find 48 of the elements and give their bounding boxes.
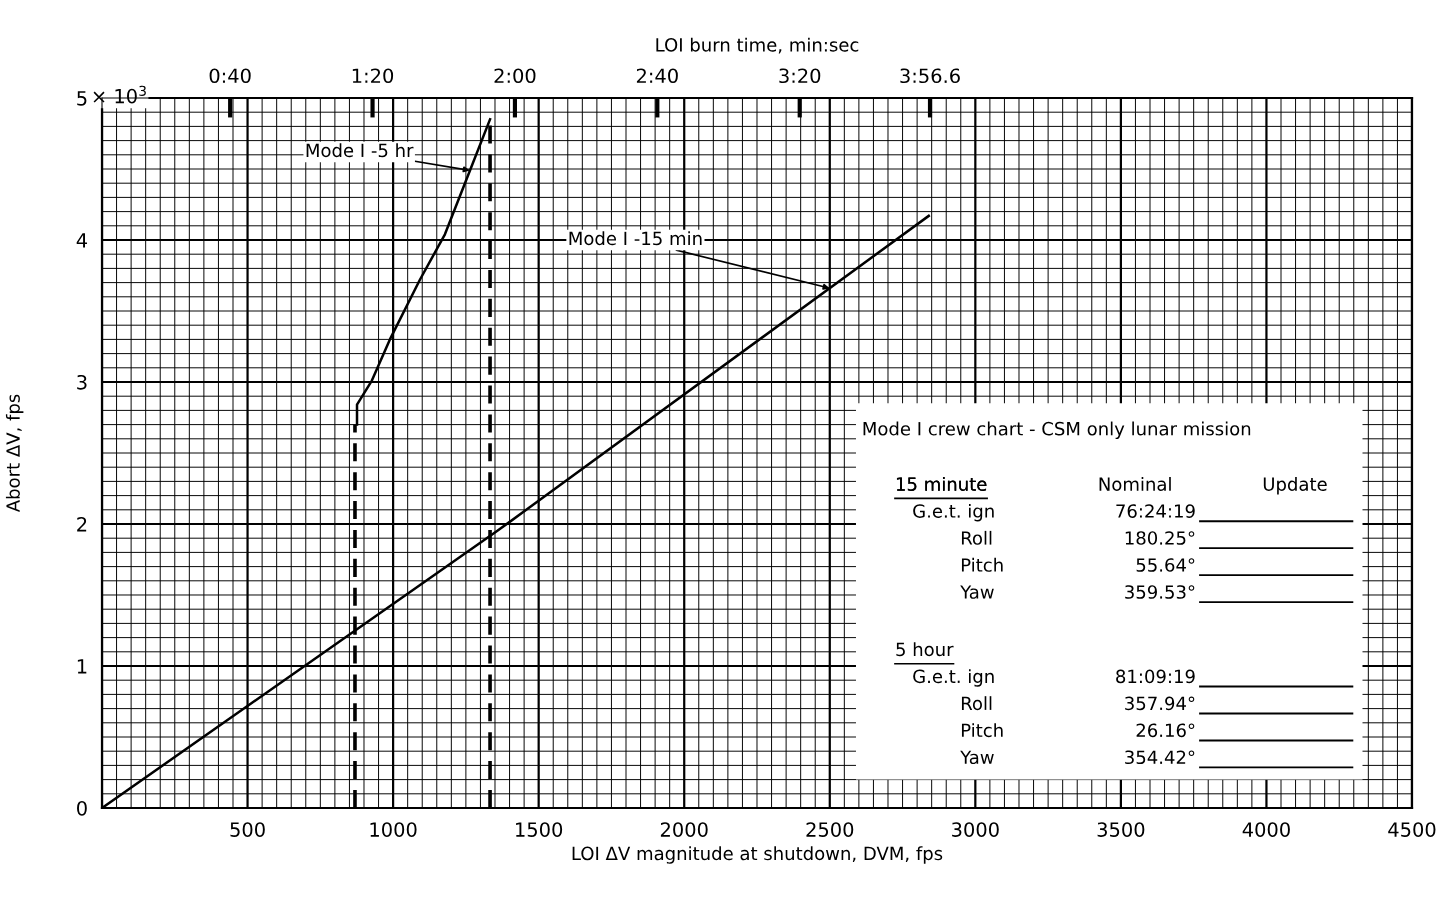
x-tick-label: 3500: [1097, 822, 1145, 837]
x-tick-label: 3000: [952, 822, 999, 837]
annotation: Yaw: [960, 750, 994, 765]
annotation: 354.42°: [1125, 750, 1195, 765]
y-tick-label: 4: [76, 233, 88, 248]
x2-tick-label: 3:56.6: [900, 68, 960, 84]
annotation: Yaw: [960, 585, 994, 599]
x-tick-label: 1500: [516, 822, 563, 837]
x-tick-label: 4500: [1388, 822, 1436, 837]
y-tick-label: 2: [77, 516, 87, 532]
annotation: G.e.t. ign: [913, 669, 994, 687]
annotation: G.e.t. ign: [913, 503, 994, 522]
annotation: Mode I crew chart - CSM only lunar mission: [863, 421, 1251, 440]
y-tick-label: 0: [77, 800, 87, 816]
annotation: × 10$^{3}$: [93, 85, 146, 104]
annotation: Nominal: [1099, 476, 1171, 491]
y-tick-label: 3: [77, 374, 87, 390]
annotation: 359.53°: [1125, 585, 1195, 599]
annotation: Update: [1263, 476, 1327, 495]
x-tick-label: 4000: [1242, 822, 1290, 837]
annotation: 180.25°: [1125, 531, 1195, 545]
annotation: Pitch: [961, 557, 1003, 572]
y-tick-label: 5: [77, 91, 87, 106]
y-tick-label: 1: [77, 659, 87, 674]
annotation: Mode I -15 min: [569, 231, 702, 246]
annotation: 15 minute: [896, 476, 987, 491]
x2-tick-label: 2:00: [494, 68, 536, 84]
x2-tick-label: 0:40: [209, 68, 251, 84]
annotation: Pitch: [961, 723, 1003, 738]
x2-tick-label: 2:40: [636, 68, 678, 84]
x2-tick-label: 1:20: [352, 68, 394, 84]
x-axis-title: LOI ΔV magnitude at shutdown, DVM, fps: [572, 846, 943, 864]
x-tick-label: 1000: [370, 822, 417, 837]
annotation: 26.16°: [1136, 723, 1195, 738]
x2-axis-title: LOI burn time, min:sec: [656, 37, 859, 54]
annotation: 5 hour: [896, 642, 954, 657]
annotation: Roll: [961, 530, 992, 545]
x-tick-label: 2000: [660, 822, 708, 837]
annotation: 76:24:19: [1116, 504, 1195, 518]
annotation: 81:09:19: [1116, 669, 1195, 684]
annotation: Roll: [961, 696, 992, 711]
annotation: 55.64°: [1136, 558, 1195, 572]
x2-tick-label: 3:20: [779, 68, 821, 84]
annotation: Mode I -5 hr: [306, 143, 414, 158]
y-axis-title: Abort ΔV, fps: [5, 394, 24, 513]
annotation: 357.94°: [1125, 696, 1195, 711]
x-tick-label: 2500: [806, 822, 854, 837]
x-tick-label: 500: [230, 822, 265, 837]
